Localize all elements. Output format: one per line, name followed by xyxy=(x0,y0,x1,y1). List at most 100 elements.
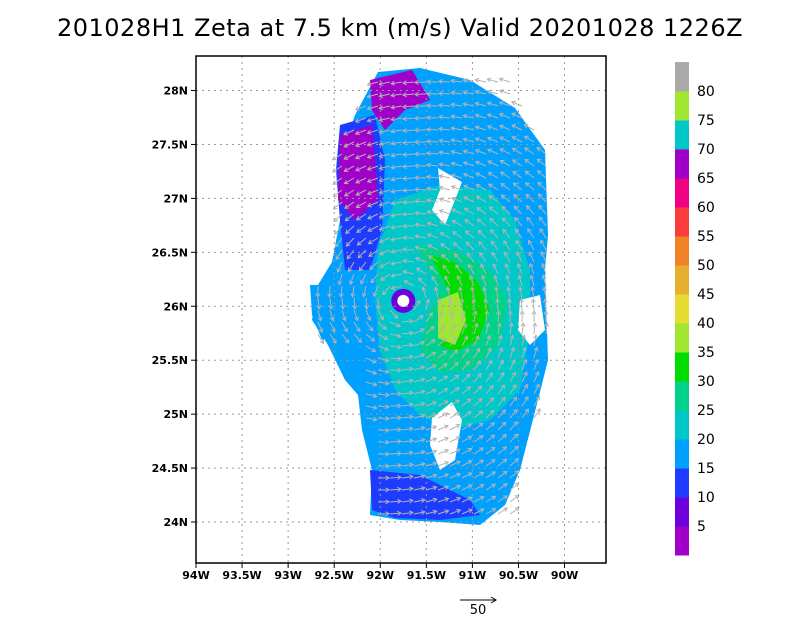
wind-vector xyxy=(461,311,465,323)
wind-vector xyxy=(524,147,535,155)
wind-vector xyxy=(497,347,503,359)
wind-vector xyxy=(401,463,413,467)
wind-vector xyxy=(379,105,391,109)
colorbar-segment xyxy=(675,526,689,556)
wind-vector xyxy=(451,185,463,191)
wind-vector-head xyxy=(409,474,414,480)
wind-vector xyxy=(413,426,425,431)
wind-vector xyxy=(477,218,487,227)
wind-vector xyxy=(343,153,355,160)
wind-vector xyxy=(533,347,538,359)
wind-vector-head xyxy=(348,280,354,286)
wind-vector xyxy=(401,404,413,407)
wind-vector-head xyxy=(397,486,402,492)
wind-vector-head xyxy=(490,422,496,427)
wind-vector-head xyxy=(500,371,505,377)
wind-vector xyxy=(345,225,355,234)
wind-vector xyxy=(401,332,413,335)
wind-vector xyxy=(497,372,505,383)
wind-vector-head xyxy=(390,224,396,230)
wind-vector-head xyxy=(475,184,481,189)
wind-vector xyxy=(402,153,415,156)
wind-vector xyxy=(437,375,448,383)
wind-vector-head xyxy=(476,218,482,223)
wind-vector xyxy=(377,417,390,420)
wind-vector-head xyxy=(385,511,390,517)
wind-vector-head xyxy=(370,278,376,284)
wind-vector-head xyxy=(514,507,520,512)
y-axis: 24N 24.5N 25N 25.5N 26N 26.5N 27N 27.5N 28N xyxy=(152,85,196,529)
wind-vector xyxy=(512,148,523,155)
wind-vector-head xyxy=(402,211,407,217)
wind-vector-head xyxy=(390,188,396,194)
wind-vector-head xyxy=(462,161,468,166)
wind-vector xyxy=(377,333,388,340)
wind-vector-head xyxy=(502,228,508,234)
wind-vector-head xyxy=(429,265,435,271)
wind-vector xyxy=(473,435,484,443)
wind-vector xyxy=(334,225,343,235)
wind-vector xyxy=(391,189,403,193)
wind-vector-head xyxy=(467,460,473,465)
wind-vector-head xyxy=(530,286,536,292)
y-tick-label: 28N xyxy=(163,85,188,98)
wind-vector-head xyxy=(486,89,492,95)
wind-vector-head xyxy=(420,425,426,431)
wind-vector xyxy=(379,201,391,206)
wind-vector xyxy=(353,309,359,321)
region-15-west xyxy=(310,285,345,340)
wind-vector-head xyxy=(409,462,414,468)
wind-vector xyxy=(401,499,413,503)
wind-vector-head xyxy=(540,239,545,245)
wind-vector xyxy=(355,177,367,184)
wind-vector-head xyxy=(384,369,390,375)
wind-vector-head xyxy=(335,255,341,261)
colorbar-label: 75 xyxy=(697,113,715,129)
wind-vector xyxy=(487,113,499,119)
wind-vector-head xyxy=(525,193,531,199)
wind-vector-head xyxy=(369,265,374,270)
wind-vector-head xyxy=(443,375,449,381)
wind-vector-head xyxy=(455,424,461,429)
wind-vector xyxy=(437,473,449,479)
wind-vector xyxy=(401,415,413,419)
wind-vector xyxy=(532,298,535,311)
wind-vector xyxy=(497,335,502,347)
wind-vector-head xyxy=(523,124,529,129)
wind-vector xyxy=(475,102,487,107)
wind-vector-head xyxy=(467,484,473,489)
wind-vector-head xyxy=(444,424,449,430)
wind-vector xyxy=(449,349,458,359)
wind-vector-head xyxy=(409,402,414,408)
wind-vector xyxy=(341,333,350,344)
colorbar-label: 65 xyxy=(697,171,715,187)
wind-vector xyxy=(449,448,461,455)
wind-vector xyxy=(391,117,403,121)
wind-vector-head xyxy=(499,359,504,365)
wind-vector xyxy=(463,161,475,167)
wind-vector-head xyxy=(513,421,518,426)
wind-vector xyxy=(365,369,377,375)
colorbar-segment xyxy=(675,62,689,92)
wind-vector-head xyxy=(427,255,433,260)
wind-vector-head xyxy=(454,387,460,392)
wind-vector-head xyxy=(402,152,407,158)
wind-vector xyxy=(473,348,480,359)
wind-vector xyxy=(463,150,475,155)
wind-vector xyxy=(506,275,511,287)
wind-vector-head xyxy=(378,189,384,195)
wind-vector xyxy=(344,165,355,172)
wind-vector xyxy=(461,423,472,431)
wind-vector-head xyxy=(462,149,468,155)
wind-vector-head xyxy=(459,298,465,303)
wind-vector-head xyxy=(378,93,384,99)
wind-vector xyxy=(391,81,403,85)
wind-vector-head xyxy=(431,351,437,357)
wind-vector-head xyxy=(426,79,431,85)
wind-vector xyxy=(463,173,475,179)
wind-vector-head xyxy=(366,166,372,171)
wind-vector-head xyxy=(397,415,402,421)
wind-vector xyxy=(461,472,473,479)
wind-vector-head xyxy=(481,274,486,280)
wind-vector-head xyxy=(470,286,475,292)
